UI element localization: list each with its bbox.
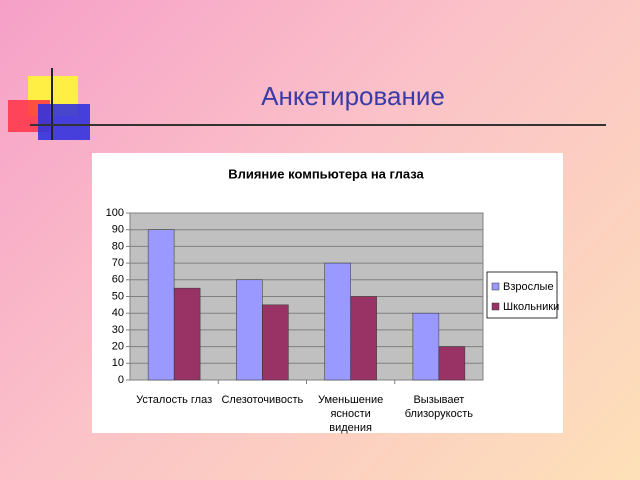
bar <box>324 262 351 381</box>
bar <box>147 229 175 381</box>
y-tick-label: 30 <box>112 324 124 336</box>
bar <box>350 296 377 381</box>
x-tick-label: Вызывает близорукость <box>404 394 473 420</box>
x-tick-label: Уменьшение ясности видения <box>317 394 384 434</box>
chart-title: Влияние компьютера на глаза <box>228 166 424 181</box>
legend-swatch <box>491 302 500 311</box>
y-tick-label: 40 <box>112 307 124 319</box>
legend-label: Взрослые <box>503 281 554 293</box>
legend-swatch <box>491 282 500 291</box>
y-tick-label: 60 <box>112 274 124 286</box>
bar <box>438 346 466 381</box>
bar <box>236 279 263 381</box>
legend-label: Школьники <box>503 301 559 313</box>
y-tick-label: 100 <box>106 207 124 219</box>
bar <box>412 312 440 381</box>
x-tick-label: Усталость глаз <box>136 394 213 406</box>
y-tick-label: 50 <box>112 290 124 302</box>
deco-square <box>38 104 90 140</box>
legend-box <box>486 271 558 319</box>
slide-title: Анкетирование <box>261 81 445 111</box>
bar <box>262 304 289 381</box>
y-tick-label: 10 <box>112 357 124 369</box>
y-tick-label: 80 <box>112 240 124 252</box>
x-tick-label: Слезоточивость <box>221 394 304 406</box>
y-tick-label: 20 <box>112 341 124 353</box>
y-tick-label: 70 <box>112 257 124 269</box>
y-tick-label: 0 <box>118 374 124 386</box>
bar <box>173 287 201 381</box>
y-tick-label: 90 <box>112 224 124 236</box>
